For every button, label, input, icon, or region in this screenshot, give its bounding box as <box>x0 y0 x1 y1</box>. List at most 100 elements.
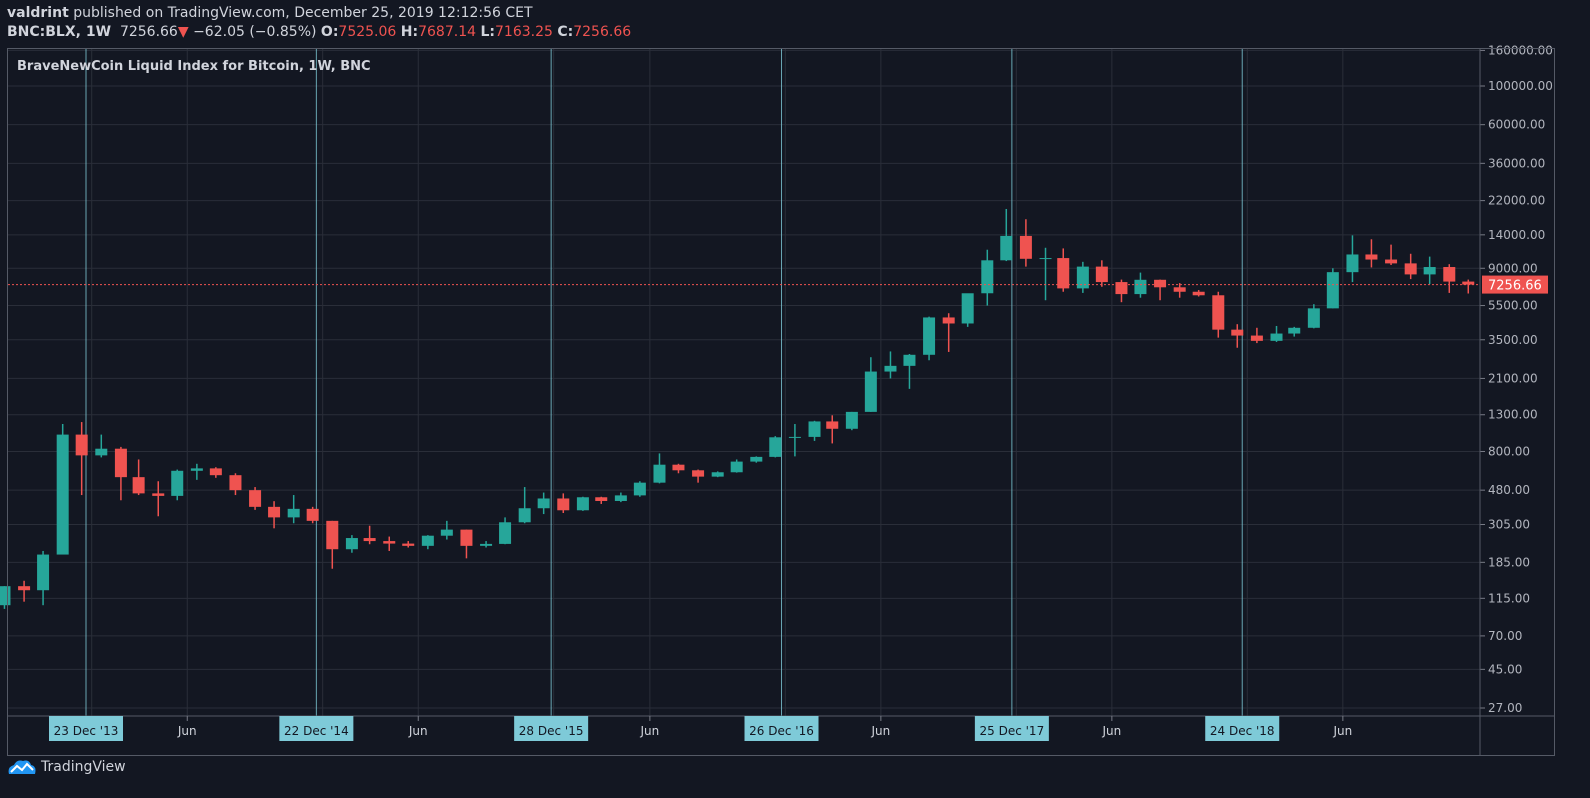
candle-up <box>480 543 493 546</box>
candle-down <box>1250 335 1263 341</box>
author-name[interactable]: valdrint <box>7 5 69 21</box>
candle-up <box>95 448 108 456</box>
symbol-label: BNC:BLX, 1W <box>7 24 112 40</box>
time-axis-label: Jun <box>177 724 197 738</box>
tradingview-wordmark: TradingView <box>41 759 126 775</box>
time-axis-label: 25 Dec '17 <box>980 724 1045 738</box>
price-axis-label: 100000.00 <box>1488 79 1553 93</box>
candle-up <box>788 436 801 438</box>
time-axis-label: 28 Dec '15 <box>519 724 584 738</box>
candle-down <box>132 477 145 494</box>
time-axis-label: Jun <box>1101 724 1121 738</box>
time-axis-label: Jun <box>1332 724 1352 738</box>
candle-down <box>114 448 127 478</box>
chart-frame <box>7 48 1555 756</box>
last-price-label: 7256.66 <box>1488 279 1542 294</box>
candle-down <box>18 586 31 591</box>
time-axis-label: 22 Dec '14 <box>284 724 349 738</box>
date-marker-badge <box>744 716 819 741</box>
candle-down <box>1019 235 1032 259</box>
date-marker-badge <box>49 716 123 741</box>
price-axis-label: 9000.00 <box>1488 261 1538 275</box>
candle-down <box>1443 267 1456 282</box>
price-axis-label: 480.00 <box>1488 483 1530 497</box>
price-change: −62.05 (−0.85%) <box>193 24 317 40</box>
candle-up <box>37 554 50 591</box>
candle-up <box>769 437 782 457</box>
candle-up <box>518 508 531 523</box>
candle-down <box>1057 258 1070 289</box>
close-label: C: <box>557 24 574 40</box>
candle-up <box>633 482 646 496</box>
candle-up <box>845 411 858 429</box>
candle-up <box>0 586 11 606</box>
candle-up <box>711 472 724 477</box>
close-value: 7256.66 <box>573 24 632 40</box>
date-marker-badge <box>974 716 1049 741</box>
candle-up <box>864 371 877 412</box>
candle-down <box>1173 287 1186 292</box>
candle-up <box>1326 272 1339 309</box>
candle-down <box>229 475 242 491</box>
time-axis-label: 26 Dec '16 <box>749 724 814 738</box>
price-axis-label: 800.00 <box>1488 444 1530 458</box>
price-axis-label: 5500.00 <box>1488 299 1538 313</box>
candle-up <box>1076 266 1089 289</box>
low-value: 7163.25 <box>495 24 553 40</box>
candle-down <box>1404 263 1417 275</box>
candle-down <box>209 468 222 476</box>
candle-up <box>1423 267 1436 275</box>
candle-up <box>1346 254 1359 273</box>
candle-up <box>1000 235 1013 261</box>
price-axis-label: 22000.00 <box>1488 194 1545 208</box>
candle-up <box>171 470 184 496</box>
published-text: published on TradingView.com, December 2… <box>73 5 533 21</box>
candle-down <box>1095 266 1108 283</box>
candle-down <box>826 421 839 429</box>
price-axis-label: 27.00 <box>1488 701 1522 715</box>
candle-down <box>595 497 608 501</box>
candle-up <box>884 365 897 372</box>
price-axis-label: 45.00 <box>1488 662 1522 676</box>
publish-info: valdrint published on TradingView.com, D… <box>7 5 533 21</box>
candle-down <box>152 493 165 496</box>
series-legend: BraveNewCoin Liquid Index for Bitcoin, 1… <box>17 59 371 74</box>
candle-down <box>306 508 319 521</box>
tradingview-logo[interactable]: TradingView <box>7 758 126 776</box>
candle-up <box>1288 327 1301 334</box>
price-axis-label: 70.00 <box>1488 629 1522 643</box>
candle-down <box>1212 295 1225 330</box>
candle-down <box>942 317 955 324</box>
candle-down <box>363 538 376 542</box>
candle-up <box>576 497 589 511</box>
candle-up <box>421 535 434 546</box>
price-axis-label: 160000.00 <box>1488 43 1553 57</box>
candle-down <box>268 506 281 518</box>
candle-up <box>56 434 69 555</box>
candle-down <box>1462 281 1475 285</box>
price-axis-label: 305.00 <box>1488 517 1530 531</box>
candle-up <box>499 522 512 544</box>
candle-down <box>1154 279 1167 288</box>
price-axis-label: 2100.00 <box>1488 371 1538 385</box>
high-value: 7687.14 <box>418 24 477 40</box>
candle-up <box>614 495 627 501</box>
candle-up <box>190 468 203 471</box>
candle-down <box>402 543 415 546</box>
open-label: O: <box>320 24 339 40</box>
price-axis-label: 14000.00 <box>1488 228 1545 242</box>
candle-down <box>557 498 570 511</box>
tradingview-cloud-icon <box>8 760 36 774</box>
candle-up <box>923 317 936 355</box>
time-axis-label: 23 Dec '13 <box>54 724 119 738</box>
price-axis-label: 185.00 <box>1488 555 1530 569</box>
low-label: L: <box>480 24 495 40</box>
price-axis-label: 60000.00 <box>1488 118 1545 132</box>
candle-down <box>1231 329 1244 336</box>
candle-up <box>345 538 358 550</box>
down-arrow-icon: ▼ <box>177 24 189 40</box>
candle-up <box>961 293 974 324</box>
date-marker-badge <box>1205 716 1280 741</box>
candle-up <box>1134 279 1147 295</box>
